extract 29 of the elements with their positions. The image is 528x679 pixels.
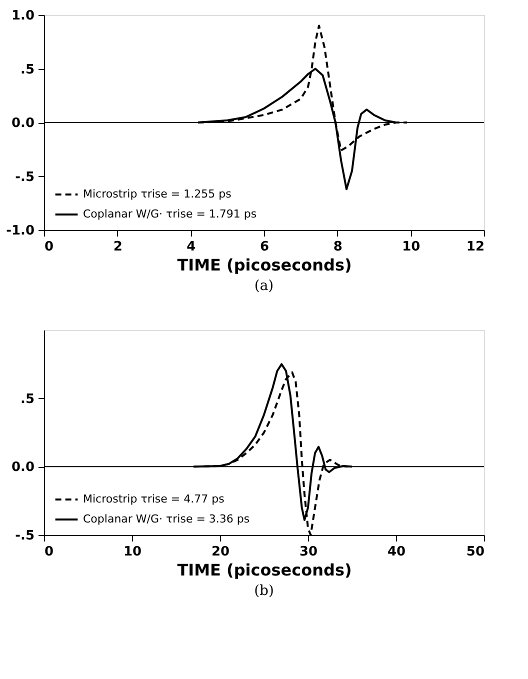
legend-label: Coplanar W/G· τrise = 1.791 ps bbox=[83, 208, 257, 220]
y-tick-label: -1.0 bbox=[6, 224, 34, 238]
y-tick-label: -.5 bbox=[15, 528, 34, 544]
y-tick-label: 1.0 bbox=[11, 8, 34, 24]
text: (a) bbox=[254, 278, 274, 294]
x-axis-title: TIME (picoseconds) bbox=[177, 560, 352, 580]
x-tick-label: 8 bbox=[333, 240, 342, 254]
x-tick-label: 2 bbox=[113, 240, 122, 254]
x-axis-title: TIME (picoseconds) bbox=[177, 256, 352, 274]
x-tick-label: 30 bbox=[299, 544, 318, 560]
y-tick-label: 0.0 bbox=[11, 460, 34, 476]
text: (b) bbox=[254, 583, 274, 599]
x-tick-label: 20 bbox=[211, 544, 230, 560]
y-tick-label: 0.0 bbox=[11, 116, 34, 131]
x-tick-label: 0 bbox=[44, 544, 54, 560]
x-tick-label: 50 bbox=[466, 544, 484, 560]
y-tick-label: .5 bbox=[20, 62, 34, 78]
y-tick-label: -.5 bbox=[15, 170, 34, 185]
x-tick-label: 4 bbox=[186, 240, 196, 254]
x-tick-label: 10 bbox=[123, 544, 142, 560]
x-tick-label: 12 bbox=[466, 240, 484, 254]
legend-label: Microstrip τrise = 1.255 ps bbox=[83, 188, 232, 200]
y-tick-label: .5 bbox=[20, 392, 34, 407]
legend-label: Microstrip τrise = 4.77 ps bbox=[83, 492, 225, 506]
x-tick-label: 6 bbox=[260, 240, 270, 254]
legend-label: Coplanar W/G· τrise = 3.36 ps bbox=[83, 512, 250, 526]
x-tick-label: 0 bbox=[44, 240, 54, 254]
x-tick-label: 10 bbox=[402, 240, 420, 254]
x-tick-label: 40 bbox=[387, 544, 406, 560]
